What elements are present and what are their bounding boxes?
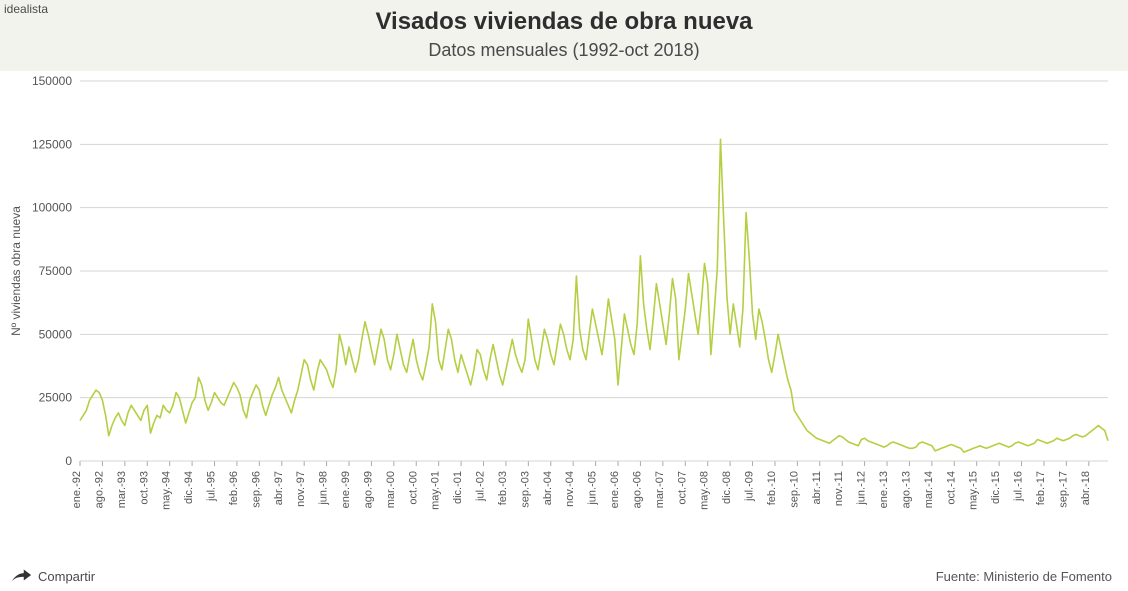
x-tick-label: ene.-06 xyxy=(609,471,621,508)
x-tick-label: oct.-93 xyxy=(138,471,150,505)
x-tick-label: mar.-93 xyxy=(116,471,128,508)
x-tick-label: oct.-00 xyxy=(407,471,419,505)
x-tick-label: ene.-13 xyxy=(878,471,890,508)
x-tick-label: mar.-14 xyxy=(923,471,935,508)
data-line xyxy=(80,139,1108,452)
x-tick-label: jun.-98 xyxy=(318,471,330,506)
x-tick-label: dic.-01 xyxy=(452,471,464,504)
share-icon xyxy=(10,566,32,587)
x-tick-label: feb.-10 xyxy=(766,471,778,505)
x-tick-label: may.-94 xyxy=(161,471,173,510)
x-tick-label: jul.-02 xyxy=(475,471,487,502)
x-tick-label: abr.-11 xyxy=(811,471,823,504)
y-tick-label: 100000 xyxy=(32,201,72,215)
x-tick-label: abr.-18 xyxy=(1080,471,1092,505)
x-tick-label: ago.-13 xyxy=(900,471,912,508)
x-tick-label: jul.-16 xyxy=(1013,471,1025,502)
x-tick-label: sep.-03 xyxy=(519,471,531,508)
x-tick-label: ene.-92 xyxy=(71,471,83,508)
x-tick-label: ago.-06 xyxy=(631,471,643,508)
y-tick-label: 50000 xyxy=(39,327,73,341)
x-tick-label: mar.-07 xyxy=(654,471,666,508)
y-tick-label: 0 xyxy=(65,454,72,468)
x-tick-label: jun.-05 xyxy=(587,471,599,506)
x-tick-label: nov.-11 xyxy=(833,471,845,506)
x-tick-label: dic.-15 xyxy=(990,471,1002,504)
x-tick-label: may.-15 xyxy=(968,471,980,510)
chart-area: 0 25000 50000 75000 100000 125000 150000 Nº viv… xyxy=(0,71,1128,551)
x-tick-label: ene.-99 xyxy=(340,471,352,508)
x-tick-label: mar.-00 xyxy=(385,471,397,508)
chart-header: idealista Visados viviendas de obra nuev… xyxy=(0,0,1128,71)
brand-logo: idealista xyxy=(4,2,48,16)
source-label: Fuente: Ministerio de Fomento xyxy=(936,569,1112,584)
chart-footer: Compartir Fuente: Ministerio de Fomento xyxy=(0,566,1128,587)
line-chart: 0 25000 50000 75000 100000 125000 150000 Nº viv… xyxy=(0,71,1128,551)
x-tick-label: dic.-94 xyxy=(183,471,195,504)
x-tick-label: feb.-17 xyxy=(1035,471,1047,505)
x-tick-label: may.-01 xyxy=(430,471,442,510)
x-tick-label: sep.-96 xyxy=(250,471,262,508)
y-tick-label: 150000 xyxy=(32,74,72,88)
chart-title: Visados viviendas de obra nueva xyxy=(0,6,1128,36)
x-tick-label: nov.-04 xyxy=(564,471,576,507)
y-tick-label: 25000 xyxy=(39,391,73,405)
x-tick-label: oct.-07 xyxy=(676,471,688,505)
x-tick-label: nov.-97 xyxy=(295,471,307,507)
x-tick-label: jul.-09 xyxy=(744,471,756,502)
x-tick-label: ago.-99 xyxy=(362,471,374,508)
x-tick-label: ago.-92 xyxy=(93,471,105,508)
x-tick-label: jul.-95 xyxy=(206,471,218,502)
y-axis-label: Nº viviendas obra nueva xyxy=(9,206,23,336)
y-tick-label: 125000 xyxy=(32,137,72,151)
x-tick-label: jun.-12 xyxy=(856,471,868,506)
x-tick-label: feb.-03 xyxy=(497,471,509,505)
chart-subtitle: Datos mensuales (1992-oct 2018) xyxy=(0,40,1128,61)
x-tick-label: oct.-14 xyxy=(945,471,957,505)
y-tick-label: 75000 xyxy=(39,264,73,278)
share-label: Compartir xyxy=(38,569,95,584)
x-tick-label: sep.-10 xyxy=(788,471,800,508)
x-tick-label: sep.-17 xyxy=(1057,471,1069,508)
x-tick-label: abr.-97 xyxy=(273,471,285,505)
x-tick-label: dic.-08 xyxy=(721,471,733,504)
share-button[interactable]: Compartir xyxy=(10,566,95,587)
x-tick-label: abr.-04 xyxy=(542,471,554,505)
x-tick-label: feb.-96 xyxy=(228,471,240,505)
x-tick-label: may.-08 xyxy=(699,471,711,510)
